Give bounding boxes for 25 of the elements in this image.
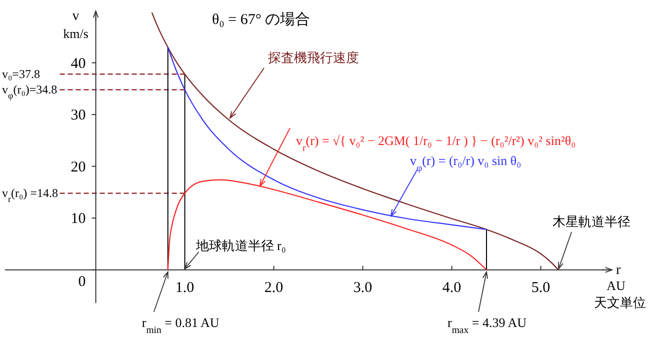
x-tick-label: 2.0 [264,280,284,296]
x-tick-label: 4.0 [442,280,462,296]
y-tick-label: 20 [70,159,86,176]
annotation: r$_{max}$ = 4.39 AU [448,314,528,336]
chart-title: θ₀ = 67° の場合 [212,11,310,28]
text: v$_{r}$(r) = √{ v₀² − 2GM( 1/r₀ − 1/r ) } − (r₀²/r²) v₀² sin²θ₀ [296,133,576,154]
text: v$_{φ}$(r) = (r₀/r) v₀ sin θ₀ [410,153,522,174]
line-series [167,46,488,230]
x-tick-label: 5.0 [531,280,550,296]
y-tick-label: 30 [70,108,86,124]
text: 探査機飛行速度 [268,50,359,65]
annotation: 木星軌道半径 [552,214,631,229]
y-tick-label: 10 [70,211,86,228]
x-tick-label: 1.0 [175,280,194,296]
ref-line-label: v₀=37.8 [2,67,40,82]
x-axis-title: r AU 天文単位 [594,262,646,310]
ref-line-label: v$_{r}$(r₀) =14.8 [2,186,58,204]
line-series [167,179,488,270]
x-tick-label: 3.0 [353,280,372,296]
y-tick-label: 40 [70,56,86,72]
annotation: r$_{min}$ = 0.81 AU [142,314,220,336]
y-tick-label: 0 [78,274,86,290]
annotation: 地球軌道半径 r₀ [194,238,286,253]
ref-line-label: v$_{φ}$(r₀)=34.8 [2,82,58,101]
y-axis-title: v km/s [63,9,88,41]
